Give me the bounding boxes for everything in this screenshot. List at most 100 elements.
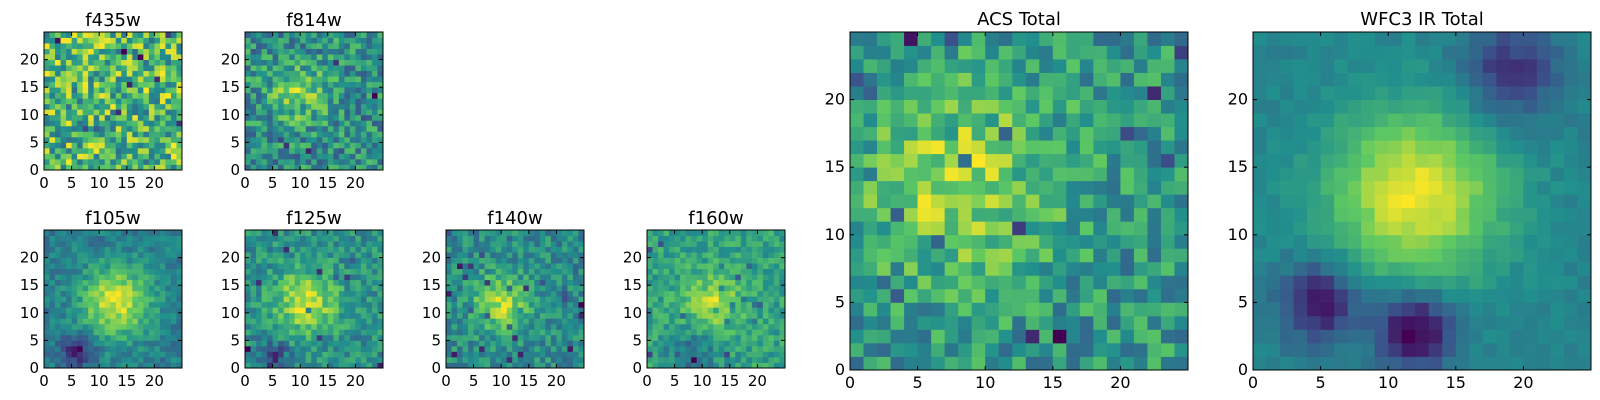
heatmap-cell [283, 362, 290, 369]
heatmap-cell [462, 345, 469, 352]
heatmap-cell [349, 59, 356, 66]
heatmap-cell [1428, 221, 1443, 236]
heatmap-cell [757, 351, 764, 358]
heatmap-cell [99, 87, 106, 94]
heatmap-cell [1052, 288, 1067, 303]
heatmap-cell [702, 252, 709, 258]
heatmap-cell [121, 43, 128, 49]
heatmap-cell [322, 87, 329, 94]
heatmap-cell [1347, 275, 1362, 290]
heatmap-cell [484, 356, 491, 363]
heatmap-cell [278, 285, 285, 292]
heatmap-cell [863, 140, 878, 155]
heatmap-cell [88, 246, 95, 253]
heatmap-cell [289, 351, 296, 358]
heatmap-cell [501, 241, 508, 247]
heatmap-cell [998, 72, 1013, 87]
heatmap-cell [762, 345, 769, 352]
heatmap-cell [931, 113, 946, 128]
heatmap-cell [49, 142, 56, 149]
panel-title: f435w [85, 10, 140, 31]
heatmap-cell [294, 340, 301, 347]
heatmap-cell [256, 263, 262, 270]
heatmap-cell [49, 98, 56, 105]
heatmap-cell [1509, 288, 1524, 303]
heatmap-cell [322, 340, 329, 347]
heatmap-cell [1469, 275, 1484, 290]
heatmap-cell [344, 345, 351, 352]
heatmap-cell [99, 329, 106, 336]
heatmap-cell [137, 76, 144, 83]
heatmap-cell [545, 241, 552, 247]
heatmap-cell [333, 296, 340, 303]
heatmap-cell [93, 48, 100, 55]
heatmap-cell [93, 312, 100, 319]
heatmap-cell [561, 329, 568, 336]
heatmap-cell [1401, 288, 1416, 303]
heatmap-cell [93, 274, 100, 281]
heatmap-cell [713, 268, 720, 275]
heatmap-cell [355, 279, 362, 286]
heatmap-cell [272, 257, 279, 264]
heatmap-cell [267, 263, 273, 270]
heatmap-cell [512, 279, 519, 286]
heatmap-cell [316, 274, 323, 281]
heatmap-cell [512, 290, 519, 297]
heatmap-cell [115, 340, 122, 347]
heatmap-cell [283, 136, 290, 143]
heatmap-cell [132, 301, 139, 308]
heatmap-cell [327, 340, 334, 347]
heatmap-cell [154, 246, 161, 253]
heatmap-cell [1293, 180, 1308, 195]
heatmap-cell [539, 230, 546, 236]
heatmap-cell [278, 290, 285, 297]
heatmap-cell [250, 235, 257, 242]
heatmap-cell [768, 323, 775, 330]
heatmap-cell [931, 180, 946, 195]
heatmap-cell [1025, 140, 1040, 155]
heatmap-cell [1577, 275, 1592, 290]
heatmap-cell [245, 246, 251, 253]
heatmap-cell [1012, 72, 1027, 87]
heatmap-cell [762, 312, 769, 319]
heatmap-cell [556, 301, 563, 308]
heatmap-cell [93, 323, 100, 330]
heatmap-cell [702, 246, 709, 253]
heatmap-cell [707, 268, 714, 275]
heatmap-cell [327, 356, 334, 363]
heatmap-cell [768, 329, 775, 336]
heatmap-cell [245, 70, 251, 77]
heatmap-cell [545, 329, 552, 336]
heatmap-cell [1374, 221, 1389, 236]
heatmap-cell [495, 257, 502, 264]
heatmap-cell [360, 318, 367, 325]
heatmap-cell [82, 301, 89, 308]
heatmap-cell [904, 153, 918, 168]
heatmap-cell [322, 147, 329, 154]
heatmap-cell [137, 230, 144, 236]
heatmap-cell [877, 113, 891, 128]
heatmap-cell [66, 164, 72, 171]
heatmap-cell [110, 290, 117, 297]
heatmap-cell [176, 307, 183, 314]
heatmap-cell [578, 235, 585, 242]
heatmap-cell [143, 32, 150, 38]
heatmap-cell [468, 307, 474, 314]
heatmap-cell [283, 142, 290, 149]
heatmap-cell [154, 252, 161, 258]
heatmap-cell [371, 356, 378, 363]
heatmap-cells [44, 230, 183, 369]
heatmap-cell [137, 252, 144, 258]
heatmap-cell [93, 103, 100, 110]
heatmap-cell [578, 296, 585, 303]
heatmap-cell [1066, 275, 1081, 290]
heatmap-cell [757, 230, 764, 236]
heatmap-cell [561, 312, 568, 319]
heatmap-cell [1388, 234, 1403, 249]
heatmap-cell [647, 230, 653, 236]
heatmap-cell [159, 131, 166, 138]
heatmap-cell [446, 345, 452, 352]
heatmap-cell [1415, 315, 1430, 330]
heatmap-cell [272, 59, 279, 66]
x-tick-label: 15 [117, 372, 136, 390]
